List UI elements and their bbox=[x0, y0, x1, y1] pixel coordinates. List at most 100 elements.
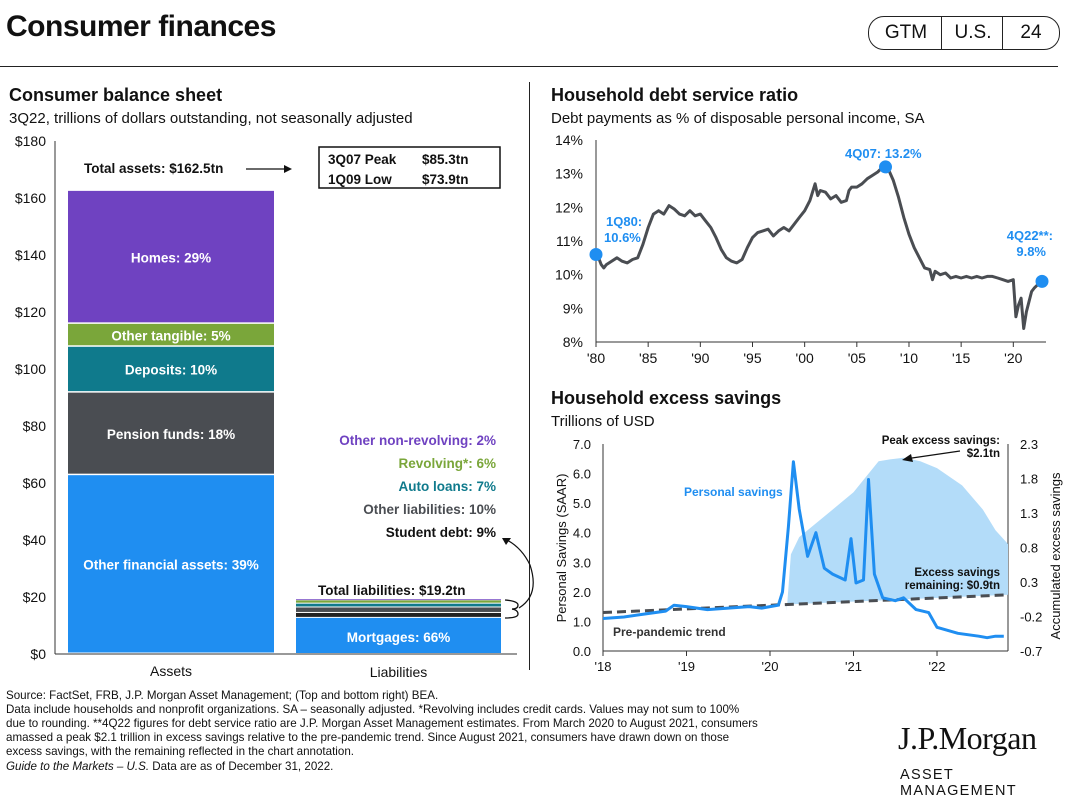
personal-savings-line bbox=[602, 460, 1004, 640]
asset-management-label: ASSET MANAGEMENT bbox=[900, 767, 1017, 799]
y-tick-label: $100 bbox=[15, 361, 46, 377]
excess-savings-area bbox=[786, 457, 1008, 611]
liability-composition-label: Revolving*: 6% bbox=[398, 456, 496, 471]
highlight-label: 4Q22**: bbox=[1007, 228, 1053, 243]
excess-remaining-label: Excess savings bbox=[914, 567, 1000, 579]
excess-savings-subtitle: Trillions of USD bbox=[551, 413, 655, 430]
y-right-axis-title: Accumulated excess savings bbox=[1048, 472, 1063, 639]
footnote-line-3: due to rounding. **4Q22 figures for debt… bbox=[6, 717, 758, 730]
debt-service-line bbox=[594, 165, 1043, 330]
y-right-tick-label: 0.8 bbox=[1020, 541, 1038, 556]
tag-page-number: 24 bbox=[1002, 16, 1060, 50]
liabilities-brace-bottom bbox=[504, 608, 519, 619]
x-category-label: Liabilities bbox=[370, 664, 428, 680]
low-label: 1Q09 Low bbox=[328, 172, 392, 187]
x-tick-label: '05 bbox=[848, 350, 866, 366]
x-category-label: Assets bbox=[150, 663, 192, 679]
balance-sheet-subtitle: 3Q22, trillions of dollars outstanding, … bbox=[9, 110, 413, 127]
asset-segment-label: Other financial assets: 39% bbox=[83, 558, 259, 573]
y-tick-label: 5.0 bbox=[573, 496, 591, 511]
panel-divider bbox=[529, 82, 530, 670]
x-tick-label: '22 bbox=[929, 659, 946, 674]
liability-bar-segment bbox=[296, 599, 501, 601]
y-tick-label: 10% bbox=[555, 267, 583, 283]
y-tick-label: 3.0 bbox=[573, 555, 591, 570]
peak-excess-label: Peak excess savings: bbox=[882, 435, 1000, 447]
highlight-point bbox=[879, 160, 893, 174]
total-assets-annotation: Total assets: $162.5tn bbox=[84, 161, 223, 176]
y-tick-label: $0 bbox=[30, 646, 46, 662]
personal-savings-label: Personal savings bbox=[684, 485, 783, 499]
footnote-date: Guide to the Markets – U.S. Data are as … bbox=[6, 760, 333, 775]
data-as-of: Data are as of December 31, 2022. bbox=[149, 760, 334, 773]
y-tick-label: 12% bbox=[555, 199, 583, 215]
footnote-line-4: amassed a peak $2.1 trillion in excess s… bbox=[6, 731, 730, 744]
liability-bar-segment bbox=[296, 612, 501, 617]
y-tick-label: $60 bbox=[23, 475, 47, 491]
peak-label: 3Q07 Peak bbox=[328, 152, 397, 167]
liability-composition-label: Other liabilities: 10% bbox=[363, 502, 496, 517]
y-right-tick-label: 1.8 bbox=[1020, 472, 1038, 487]
y-tick-label: $180 bbox=[15, 133, 46, 149]
liability-segment-label: Mortgages: 66% bbox=[347, 630, 451, 645]
y-right-tick-label: 1.3 bbox=[1020, 506, 1038, 521]
y-tick-label: 6.0 bbox=[573, 467, 591, 482]
y-tick-label: 11% bbox=[556, 233, 583, 249]
footnote-line-5: excess savings, with the remaining refle… bbox=[6, 745, 355, 758]
debt-service-title: Household debt service ratio bbox=[551, 85, 799, 105]
y-tick-label: $20 bbox=[23, 589, 47, 605]
y-tick-label: 1.0 bbox=[573, 614, 591, 629]
liability-bar-segment bbox=[296, 603, 501, 607]
pre-pandemic-trend-label: Pre-pandemic trend bbox=[613, 625, 726, 639]
x-tick-label: '95 bbox=[743, 350, 761, 366]
excess-remaining-value: remaining: $0.9tn bbox=[905, 580, 1000, 592]
y-right-tick-label: -0.2 bbox=[1020, 610, 1042, 625]
x-tick-label: '18 bbox=[595, 659, 612, 674]
student-debt-arrowhead bbox=[502, 538, 511, 545]
balance-sheet-title: Consumer balance sheet bbox=[9, 85, 223, 105]
y-tick-label: 0.0 bbox=[573, 644, 591, 659]
liability-bar-segment bbox=[296, 617, 501, 653]
y-tick-label: $120 bbox=[15, 304, 46, 320]
highlight-label: 9.8% bbox=[1016, 244, 1046, 259]
low-value: $73.9tn bbox=[422, 172, 469, 187]
x-tick-label: '80 bbox=[587, 350, 605, 366]
y-tick-label: 2.0 bbox=[573, 585, 591, 600]
y-right-tick-label: 0.3 bbox=[1020, 575, 1038, 590]
highlight-label: 10.6% bbox=[604, 230, 641, 245]
y-tick-label: $160 bbox=[15, 190, 46, 206]
asset-segment-label: Homes: 29% bbox=[131, 250, 211, 265]
y-tick-label: $40 bbox=[23, 532, 47, 548]
header-divider bbox=[0, 66, 1058, 67]
x-tick-label: '90 bbox=[691, 350, 709, 366]
highlight-label: 4Q07: 13.2% bbox=[845, 146, 922, 161]
student-debt-curved-arrow bbox=[506, 539, 534, 609]
x-tick-label: '19 bbox=[678, 659, 695, 674]
x-tick-label: '85 bbox=[639, 350, 657, 366]
asset-bar-segment bbox=[68, 323, 274, 346]
peak-excess-arrowhead bbox=[902, 454, 913, 462]
pre-pandemic-trend-line bbox=[602, 593, 1009, 615]
x-tick-label: '20 bbox=[762, 659, 779, 674]
asset-bar-segment bbox=[68, 392, 274, 474]
liability-bar-segment bbox=[296, 607, 501, 612]
debt-service-subtitle: Debt payments as % of disposable persona… bbox=[551, 110, 925, 127]
highlight-point bbox=[1035, 274, 1049, 288]
y-tick-label: $80 bbox=[23, 418, 47, 434]
x-tick-label: '20 bbox=[1004, 350, 1022, 366]
liability-composition-label: Student debt: 9% bbox=[386, 525, 496, 540]
guide-title: Guide to the Markets – U.S. bbox=[6, 760, 150, 773]
y-tick-label: $140 bbox=[15, 247, 46, 263]
asset-segment-label: Deposits: 10% bbox=[125, 363, 217, 378]
y-right-tick-label: 2.3 bbox=[1020, 437, 1038, 452]
tag-gtm: GTM bbox=[868, 16, 944, 50]
asset-bar-segment bbox=[68, 346, 274, 392]
peak-excess-value: $2.1tn bbox=[967, 448, 1000, 460]
peak-excess-arrow-line bbox=[911, 450, 961, 459]
asset-bar-segment bbox=[68, 190, 274, 323]
x-tick-label: '00 bbox=[796, 350, 814, 366]
y-tick-label: 4.0 bbox=[573, 526, 591, 541]
excess-savings-title: Household excess savings bbox=[551, 388, 782, 408]
x-tick-label: '15 bbox=[952, 350, 970, 366]
